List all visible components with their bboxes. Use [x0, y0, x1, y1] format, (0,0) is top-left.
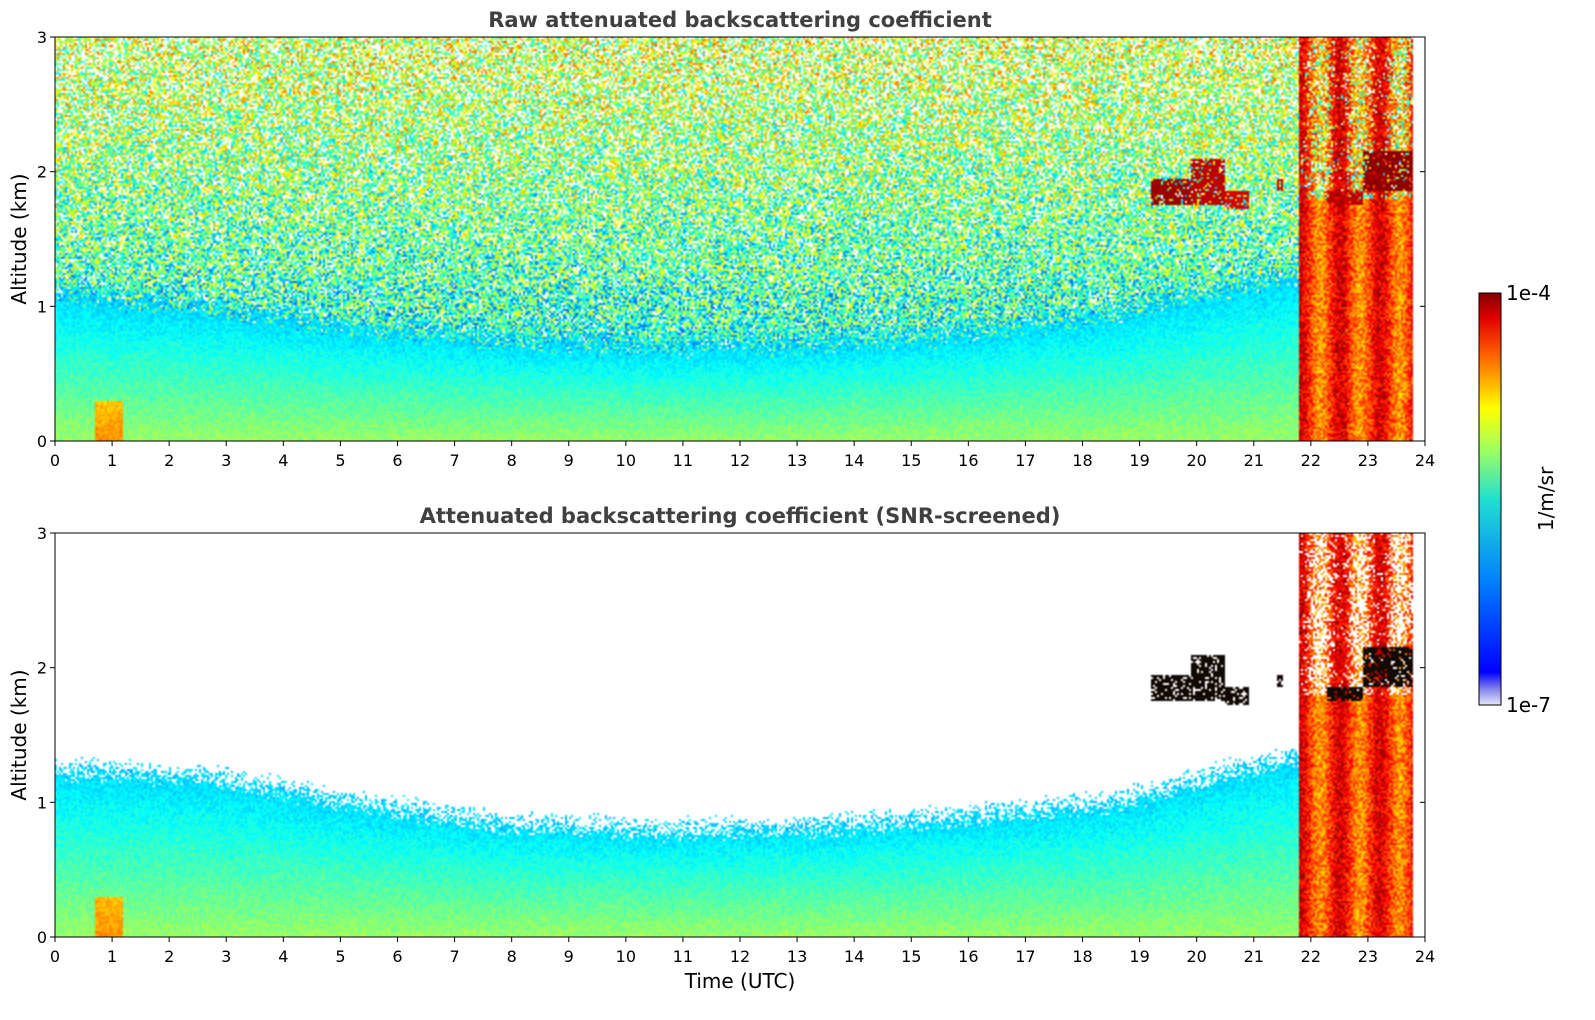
panel-2-xtick-label: 11 [673, 947, 693, 966]
panel-2-xtick-label: 24 [1415, 947, 1435, 966]
panel-1-xtick-label: 19 [1129, 451, 1149, 470]
panel-2-xtick-label: 13 [787, 947, 807, 966]
panel-1-xtick-label: 6 [392, 451, 402, 470]
panel-1-xtick-label: 8 [507, 451, 517, 470]
panel-2-xtick-label: 2 [164, 947, 174, 966]
panel-1-xtick-label: 5 [335, 451, 345, 470]
panel-1-ytick-label: 1 [37, 297, 47, 316]
panel-2-xtick-label: 9 [564, 947, 574, 966]
panel-1-xtick-label: 10 [616, 451, 636, 470]
panel-1-xtick-label: 0 [50, 451, 60, 470]
panel-2-xtick-label: 23 [1358, 947, 1378, 966]
panel-1-xtick-label: 24 [1415, 451, 1435, 470]
panel-1-ylabel: Altitude (km) [7, 173, 31, 304]
panel-2-xtick-label: 1 [107, 947, 117, 966]
panel-2-xtick-label: 0 [50, 947, 60, 966]
panel-2-xtick-label: 21 [1244, 947, 1264, 966]
panel-2-xtick-label: 10 [616, 947, 636, 966]
panel-1-axes: 0 1 2 3 4 5 6 7 8 9 10 11 12 13 14 15 16 17 18 19 20 21 22 23 24… [37, 28, 1435, 470]
panel-1-xtick-label: 16 [958, 451, 978, 470]
panel-2-heatmap [55, 533, 1425, 937]
panel-2-xtick-label: 8 [507, 947, 517, 966]
panel-1-ytick-label: 2 [37, 163, 47, 182]
colorbar: 1e-4 1e-7 1/m/sr [1478, 281, 1558, 717]
panel-2-xtick-label: 14 [844, 947, 864, 966]
panel-2-ytick-label: 3 [37, 524, 47, 543]
panel-2-xlabel: Time (UTC) [684, 969, 796, 993]
panel-2-ytick-label: 0 [37, 928, 47, 947]
panel-1-xtick-label: 23 [1358, 451, 1378, 470]
panel-2-xtick-label: 6 [392, 947, 402, 966]
panel-2-axes: 0 1 2 3 4 5 6 7 8 9 10 11 12 13 14 15 16 17 18 19 20 21 22 23 24… [37, 524, 1435, 966]
panel-1-xtick-label: 12 [730, 451, 750, 470]
panel-1-title: Raw attenuated backscattering coefficien… [488, 8, 992, 32]
panel-1-xtick-label: 11 [673, 451, 693, 470]
panel-2-title: Attenuated backscattering coefficient (S… [420, 504, 1061, 528]
colorbar-unit-label: 1/m/sr [1534, 466, 1558, 531]
panel-1-xtick-label: 2 [164, 451, 174, 470]
panel-2-xtick-label: 15 [901, 947, 921, 966]
panel-1-xtick-label: 18 [1072, 451, 1092, 470]
panel-2-xtick-label: 19 [1129, 947, 1149, 966]
panel-1-xtick-label: 17 [1015, 451, 1035, 470]
panel-1-xtick-label: 15 [901, 451, 921, 470]
panel-1-xtick-label: 22 [1301, 451, 1321, 470]
panel-2-ylabel: Altitude (km) [7, 669, 31, 800]
panel-1-xtick-label: 21 [1244, 451, 1264, 470]
colorbar-gradient [1478, 292, 1502, 706]
panel-1-xtick-label: 20 [1186, 451, 1206, 470]
panel-2-xtick-label: 3 [221, 947, 231, 966]
panel-1-heatmap [55, 37, 1425, 441]
colorbar-min-label: 1e-7 [1506, 693, 1551, 717]
panel-1-xtick-label: 14 [844, 451, 864, 470]
panel-2-xtick-label: 22 [1301, 947, 1321, 966]
panel-1-xtick-label: 3 [221, 451, 231, 470]
panel-2-ytick-label: 1 [37, 793, 47, 812]
panel-2-ytick-label: 2 [37, 659, 47, 678]
panel-2-xtick-label: 4 [278, 947, 288, 966]
panel-2-xtick-label: 18 [1072, 947, 1092, 966]
panel-2-xtick-label: 5 [335, 947, 345, 966]
panel-1-xtick-label: 7 [449, 451, 459, 470]
panel-2-xtick-label: 16 [958, 947, 978, 966]
panel-1-xtick-label: 13 [787, 451, 807, 470]
panel-2-xtick-label: 20 [1186, 947, 1206, 966]
panel-1-xtick-label: 9 [564, 451, 574, 470]
panel-1-xtick-label: 1 [107, 451, 117, 470]
panel-1-xtick-label: 4 [278, 451, 288, 470]
panel-1-ytick-label: 0 [37, 432, 47, 451]
panel-1-ytick-label: 3 [37, 28, 47, 47]
colorbar-max-label: 1e-4 [1506, 281, 1551, 305]
panel-2-xtick-label: 12 [730, 947, 750, 966]
panel-2-xtick-label: 7 [449, 947, 459, 966]
panel-2-xtick-label: 17 [1015, 947, 1035, 966]
